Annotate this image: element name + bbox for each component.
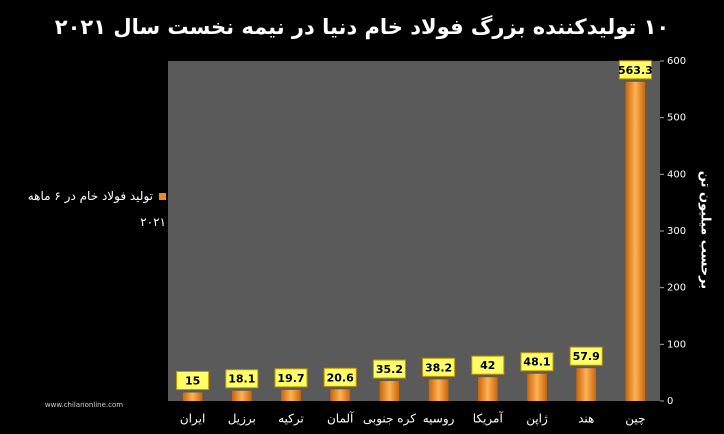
y-tick-label: 400 <box>667 169 686 180</box>
value-label: 18.1 <box>228 373 255 386</box>
value-label-box <box>274 368 308 388</box>
value-label: 42 <box>480 359 495 372</box>
bar <box>330 389 351 401</box>
bar <box>527 373 547 401</box>
value-label: 19.7 <box>277 372 304 385</box>
value-label: 35.2 <box>376 363 403 376</box>
value-label: 57.9 <box>573 350 600 363</box>
value-label: 563.3 <box>618 64 653 77</box>
value-label-box <box>225 369 259 389</box>
x-tick-label: آمریکا <box>473 411 504 427</box>
y-tick-label: 0 <box>667 396 673 407</box>
x-tick-label: برزیل <box>228 412 256 427</box>
x-tick-label: کره جنوبی <box>363 412 416 427</box>
value-label-box <box>520 352 554 372</box>
x-tick-label: ایران <box>180 412 205 427</box>
value-label: 48.1 <box>523 356 550 369</box>
value-label: 20.6 <box>327 371 354 384</box>
y-axis-label: برحسب میلیون تن <box>698 171 713 289</box>
value-label-box <box>422 357 456 377</box>
x-tick-label: ژاپن <box>526 412 548 427</box>
bar <box>379 381 400 401</box>
bar <box>281 389 301 401</box>
value-label-box <box>569 346 603 366</box>
x-tick-label: هند <box>578 412 594 426</box>
x-tick-label: چین <box>625 412 645 427</box>
value-label: 15 <box>185 375 200 388</box>
value-label-box <box>618 60 652 80</box>
bar <box>625 81 646 402</box>
legend-swatch <box>159 193 166 200</box>
x-tick-label: روسیه <box>423 412 455 427</box>
x-tick-label: آلمان <box>327 411 354 426</box>
y-tick-label: 600 <box>667 56 686 67</box>
watermark: www.chilanonline.com <box>45 401 123 409</box>
value-label: 38.2 <box>425 361 452 374</box>
bar <box>182 392 203 401</box>
legend-label: تولید فولاد خام در ۶ ماهه ۲۰۲۱ <box>27 189 166 229</box>
x-tick-label: ترکیه <box>278 412 304 427</box>
legend: تولید فولاد خام در ۶ ماهه ۲۰۲۱ <box>16 183 166 235</box>
y-tick-label: 300 <box>667 226 686 237</box>
value-label-box <box>323 367 357 387</box>
chart-title: ۱۰ تولیدکننده بزرگ فولاد خام دنیا در نیم… <box>55 14 669 39</box>
value-label-box <box>176 371 210 390</box>
y-tick-label: 200 <box>667 283 686 294</box>
bar <box>428 379 449 401</box>
bar <box>576 368 597 401</box>
bar <box>231 390 252 401</box>
y-tick-label: 500 <box>667 113 686 124</box>
y-tick-label: 100 <box>667 339 686 350</box>
value-label-box <box>372 359 406 379</box>
plot-area <box>168 61 660 401</box>
bar <box>477 377 498 401</box>
value-label-box <box>471 355 505 375</box>
